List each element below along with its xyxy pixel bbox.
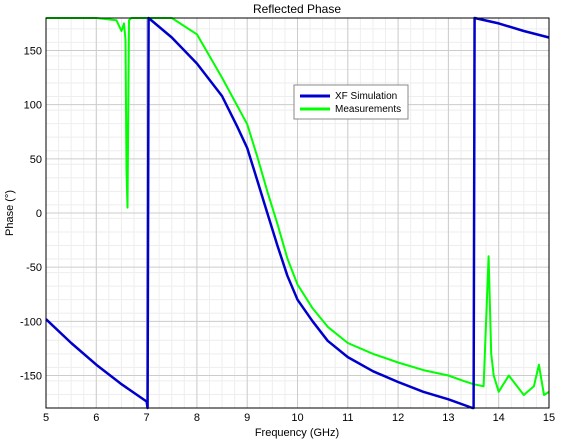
legend-label-xf-simulation: XF Simulation <box>335 91 397 102</box>
series-line-measurements <box>46 17 550 396</box>
x-tick-label: 12 <box>392 412 404 424</box>
x-axis-label: Frequency (GHz) <box>255 427 339 439</box>
x-tick-label: 10 <box>291 412 303 424</box>
y-tick-label: -100 <box>20 316 42 328</box>
x-tick-label: 15 <box>543 412 555 424</box>
x-tick-label: 14 <box>493 412 505 424</box>
y-axis-label: Phase (°) <box>4 190 16 236</box>
y-tick-label: -150 <box>20 371 42 383</box>
legend-box <box>293 84 409 120</box>
chart-title: Reflected Phase <box>253 2 341 16</box>
y-tick-label: 50 <box>30 154 42 166</box>
y-tick-label: 100 <box>24 100 42 112</box>
plot-frame <box>45 17 550 409</box>
grid <box>45 18 550 409</box>
y-tick-label: 150 <box>24 46 42 58</box>
x-tick-label: 9 <box>244 412 250 424</box>
tick-labels: 5 6 7 8 9 10 11 12 13 14 15 150 100 50 0 -50 -100 -150 <box>20 46 555 425</box>
y-tick-label: 0 <box>36 208 42 220</box>
x-tick-label: 7 <box>144 412 150 424</box>
legend-label-measurements: Measurements <box>335 104 401 115</box>
x-tick-label: 6 <box>93 412 99 424</box>
x-tick-label: 11 <box>342 412 353 424</box>
y-tick-label: -50 <box>26 262 42 274</box>
x-tick-label: 5 <box>43 412 49 424</box>
x-tick-label: 13 <box>442 412 454 424</box>
x-tick-label: 8 <box>194 412 200 424</box>
legend: XF Simulation Measurements <box>293 84 409 120</box>
